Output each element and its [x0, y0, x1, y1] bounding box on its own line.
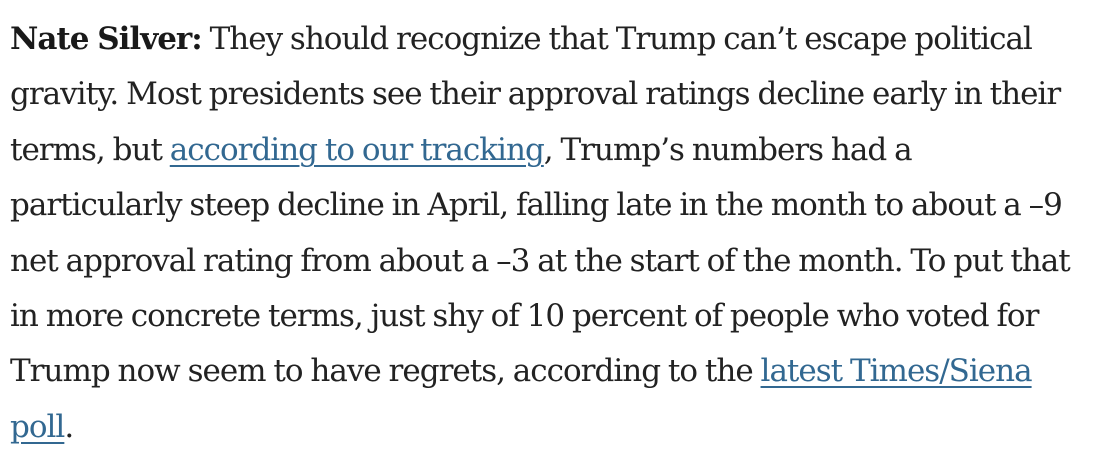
paragraph-text-intro: They should recognize that Trump can’t e…	[10, 21, 1061, 168]
times-siena-poll-link[interactable]: latest Times/Siena poll	[10, 353, 1033, 445]
paragraph-text-end: .	[64, 408, 74, 445]
speaker-name: Nate Silver:	[10, 21, 203, 57]
paragraph-text-middle: , Trump’s numbers had a particularly ste…	[10, 131, 1071, 390]
article-paragraph: Nate Silver: They should recognize that …	[10, 12, 1090, 455]
tracking-link[interactable]: according to our tracking	[169, 131, 545, 168]
